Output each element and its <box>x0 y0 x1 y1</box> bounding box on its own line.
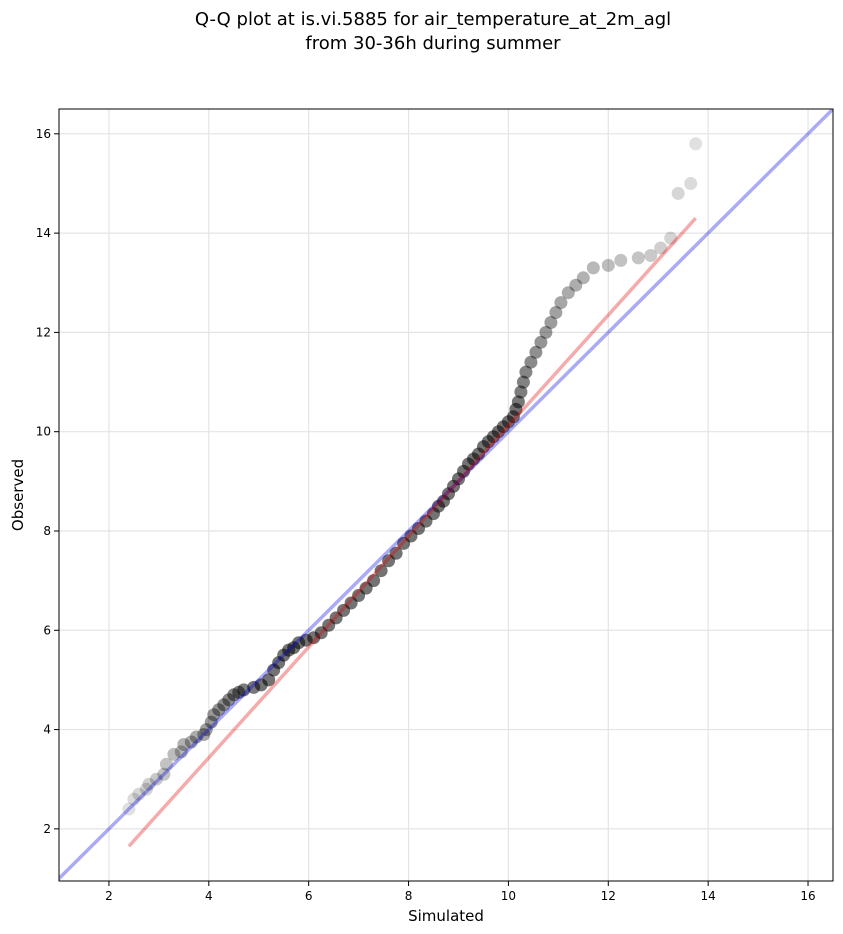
qq-point <box>519 365 533 379</box>
qq-point <box>664 231 678 245</box>
qq-point <box>159 757 173 771</box>
plot-frame <box>58 108 834 882</box>
qq-point <box>689 137 703 151</box>
qq-point <box>184 735 198 749</box>
y-tick-label: 16 <box>36 127 51 141</box>
chart-title: Q-Q plot at is.vi.5885 for air_temperatu… <box>195 9 671 30</box>
quantile-points <box>122 137 703 816</box>
qq-point <box>367 574 381 588</box>
qq-point <box>157 767 171 781</box>
chart-subtitle: from 30-36h during summer <box>305 33 561 54</box>
y-tick-label: 6 <box>43 623 51 637</box>
y-tick-label: 14 <box>36 226 51 240</box>
qq-point <box>614 253 628 267</box>
qq-point <box>122 802 136 816</box>
qq-point <box>222 693 236 707</box>
x-tick-label: 8 <box>405 889 413 903</box>
qq-point <box>142 777 156 791</box>
qq-point <box>217 698 231 712</box>
qq-point <box>207 708 221 722</box>
qq-point <box>177 738 191 751</box>
qq-point <box>204 715 218 729</box>
x-tick-label: 4 <box>205 889 213 903</box>
qq-point <box>554 296 568 310</box>
qq-point <box>167 747 181 761</box>
qq-point <box>227 688 241 702</box>
qq-point <box>212 703 226 717</box>
qq-point <box>132 787 146 801</box>
qq-point <box>189 730 203 744</box>
qq-point <box>149 772 163 786</box>
qq-point <box>237 683 251 697</box>
qq-point <box>127 792 141 806</box>
qq-point <box>561 286 575 300</box>
qq-point <box>174 745 188 759</box>
y-tick-label: 10 <box>36 425 51 439</box>
qq-point <box>139 782 153 796</box>
qq-point <box>199 723 213 737</box>
qq-point <box>262 673 276 687</box>
qq-point <box>514 385 528 399</box>
grid <box>59 109 833 881</box>
qq-point <box>516 375 530 389</box>
qq-point <box>197 728 211 741</box>
y-tick-label: 2 <box>43 822 51 836</box>
x-axis: 2 4 6 8 10 12 14 16 <box>105 881 816 903</box>
qq-point <box>601 258 615 272</box>
qq-point <box>549 306 563 319</box>
x-tick-label: 2 <box>105 889 113 903</box>
qq-point <box>534 335 548 349</box>
y-tick-label: 12 <box>36 325 51 339</box>
identity-line <box>59 109 833 881</box>
qq-point <box>374 564 388 578</box>
qq-point <box>654 241 668 255</box>
x-tick-label: 10 <box>501 889 516 903</box>
qq-point <box>511 395 525 409</box>
y-axis: 2 4 6 8 10 12 14 16 <box>36 127 59 836</box>
qq-point <box>631 251 645 265</box>
qq-point <box>671 186 685 200</box>
qq-point <box>684 177 698 190</box>
y-axis-label: Observed <box>9 459 27 531</box>
qq-point <box>539 325 553 339</box>
y-tick-label: 8 <box>43 524 51 538</box>
x-axis-label: Simulated <box>408 907 484 925</box>
qq-point <box>544 316 558 329</box>
fit-line <box>127 217 697 848</box>
qq-point <box>389 546 403 560</box>
x-tick-label: 12 <box>601 889 616 903</box>
qq-point <box>586 261 600 275</box>
x-tick-label: 6 <box>305 889 313 903</box>
qq-point <box>524 355 538 369</box>
x-tick-label: 16 <box>800 889 815 903</box>
qq-point <box>576 271 590 285</box>
qq-point <box>644 249 658 262</box>
qq-point <box>529 345 543 359</box>
y-tick-label: 4 <box>43 723 51 737</box>
qq-point <box>569 278 583 292</box>
x-tick-label: 14 <box>701 889 716 903</box>
